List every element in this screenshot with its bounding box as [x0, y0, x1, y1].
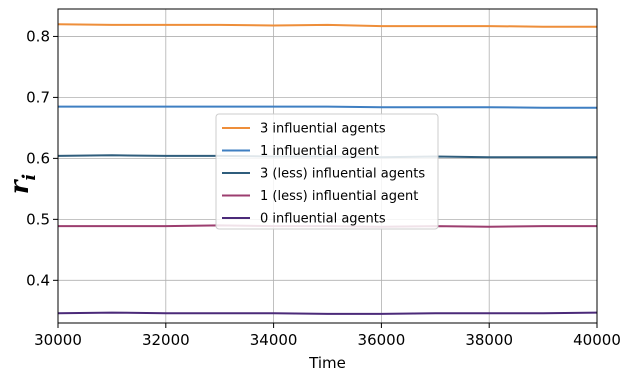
legend-label: 0 influential agents — [260, 212, 386, 227]
y-tick-label: 0.7 — [26, 88, 50, 106]
y-tick-label: 0.5 — [26, 210, 50, 228]
legend-label: 3 (less) influential agents — [260, 167, 425, 182]
x-tick-label: 30000 — [34, 331, 82, 349]
y-tick-label: 0.4 — [26, 271, 50, 289]
y-tick-label: 0.6 — [26, 149, 50, 167]
x-tick-label: 40000 — [573, 331, 621, 349]
axis-ticks: 30000 32000 34000 36000 38000 40000 0.4 0.5 0.6 0… — [26, 27, 621, 349]
x-axis-title: Time — [308, 354, 346, 372]
series-line — [57, 23, 597, 28]
legend: 3 influential agents 1 influential agent 3… — [215, 113, 439, 230]
x-tick-label: 34000 — [250, 331, 298, 349]
y-tick-label: 0.8 — [26, 27, 50, 45]
y-axis-title-sub: i — [19, 174, 40, 181]
y-axis-title-main: r — [5, 178, 35, 194]
y-axis-title: ri — [5, 174, 40, 195]
x-tick-label: 36000 — [358, 331, 406, 349]
legend-box — [215, 113, 439, 230]
plot-frame — [57, 8, 598, 324]
legend-label: 1 influential agent — [260, 144, 379, 159]
series-line — [57, 311, 598, 315]
legend-label: 3 influential agents — [260, 122, 386, 137]
x-tick-label: 32000 — [142, 331, 190, 349]
x-tick-label: 38000 — [465, 331, 513, 349]
legend-label: 1 (less) influential agent — [260, 189, 418, 204]
series-line — [58, 105, 597, 109]
